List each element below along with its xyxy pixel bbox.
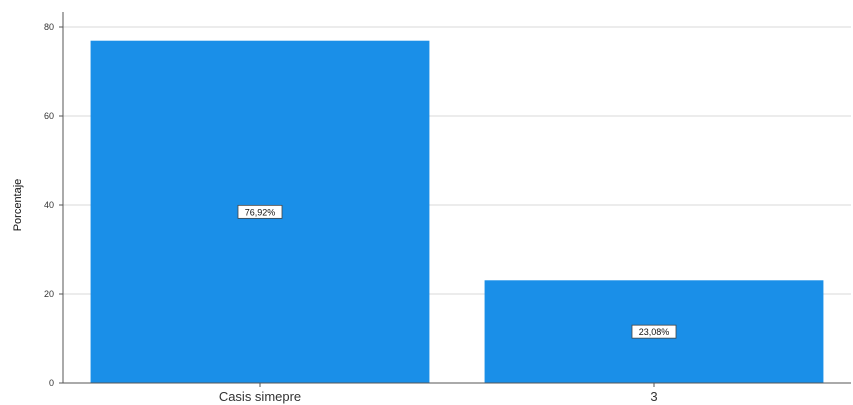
bars: [90, 40, 824, 384]
y-tick-label: 60: [44, 111, 54, 121]
data-label-box: [631, 324, 677, 339]
data-label: 76,92%: [245, 207, 276, 217]
data-labels: 76,92% 23,08%: [237, 204, 677, 339]
y-tick-labels: 0 20 40 60 80: [44, 22, 63, 388]
data-label: 23,08%: [639, 327, 670, 337]
y-tick-label: 0: [49, 378, 54, 388]
y-axis-title: Porcentaje: [12, 179, 24, 232]
x-tick-label: Casis simepre: [219, 389, 301, 404]
axes: [62, 12, 851, 384]
data-label-box: [237, 204, 283, 219]
y-tick-label: 20: [44, 289, 54, 299]
y-tick-label: 80: [44, 22, 54, 32]
x-tick-label: 3: [650, 389, 657, 404]
x-tick-labels: Casis simepre 3: [219, 383, 658, 404]
y-tick-label: 40: [44, 200, 54, 210]
